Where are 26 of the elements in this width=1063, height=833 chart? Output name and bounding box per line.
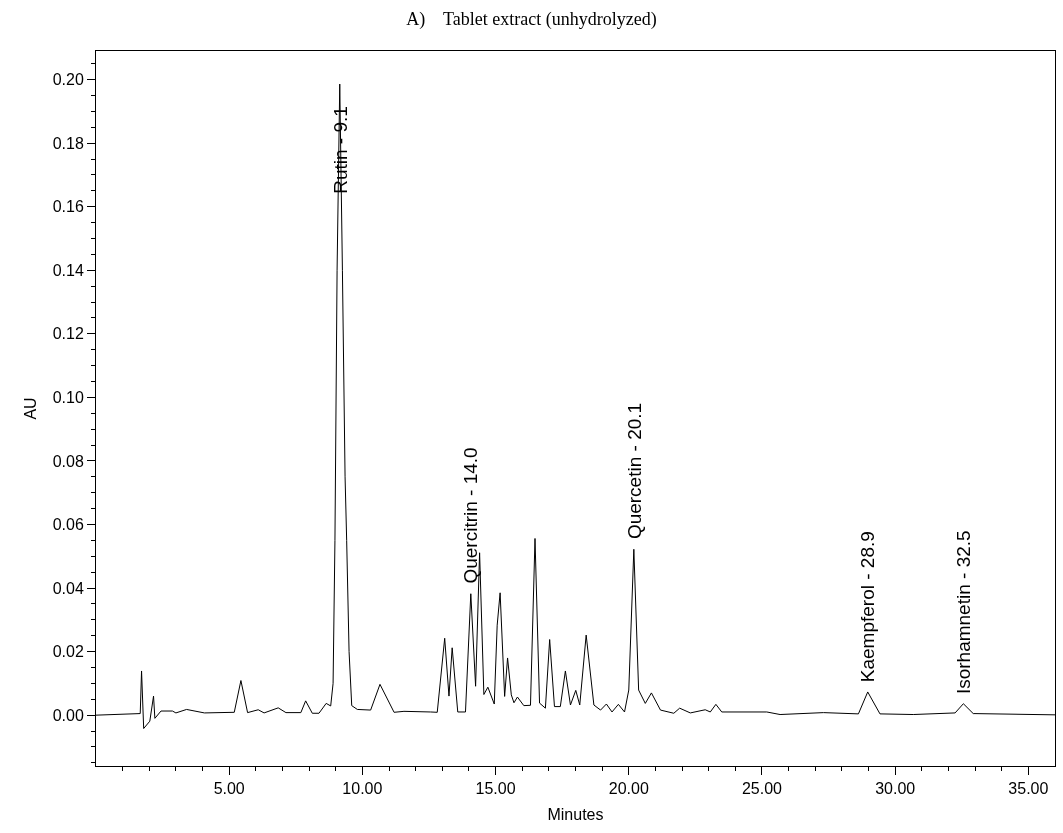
y-tick-label: 0.08 xyxy=(52,452,84,470)
y-tick-label: 0.04 xyxy=(52,579,84,597)
annotation: Kaempferol - 28.9 xyxy=(857,531,879,683)
y-tick-label: 0.12 xyxy=(52,325,84,343)
annotation: Quercitrin - 14.0 xyxy=(460,447,482,584)
y-tick-label: 0.16 xyxy=(52,198,84,216)
x-tick-label: 5.00 xyxy=(213,780,245,798)
y-axis-title: AU xyxy=(21,397,39,420)
x-tick-label: 15.00 xyxy=(475,780,516,798)
y-tick-label: 0.14 xyxy=(52,261,84,279)
annotation: Quercetin - 20.1 xyxy=(623,402,645,540)
x-axis-title: Minutes xyxy=(547,805,604,823)
annotation: Isorhamnetin - 32.5 xyxy=(952,530,974,695)
y-tick-label: 0.06 xyxy=(52,516,84,534)
x-tick-label: 25.00 xyxy=(741,780,783,798)
x-tick-label: 35.00 xyxy=(1008,780,1049,798)
x-tick-label: 30.00 xyxy=(875,780,916,798)
x-tick-label: 20.00 xyxy=(608,780,649,798)
y-tick-label: 0.20 xyxy=(52,71,84,89)
x-tick-label: 10.00 xyxy=(342,780,383,798)
chart-title: A) Tablet extract (unhydrolyzed) xyxy=(406,9,657,31)
y-tick-label: 0.10 xyxy=(52,388,84,406)
y-tick-label: 0.18 xyxy=(52,134,84,152)
annotation: Rutin - 9.1 xyxy=(329,106,351,194)
y-tick-label: 0.00 xyxy=(52,706,84,724)
y-tick-label: 0.02 xyxy=(52,643,84,661)
